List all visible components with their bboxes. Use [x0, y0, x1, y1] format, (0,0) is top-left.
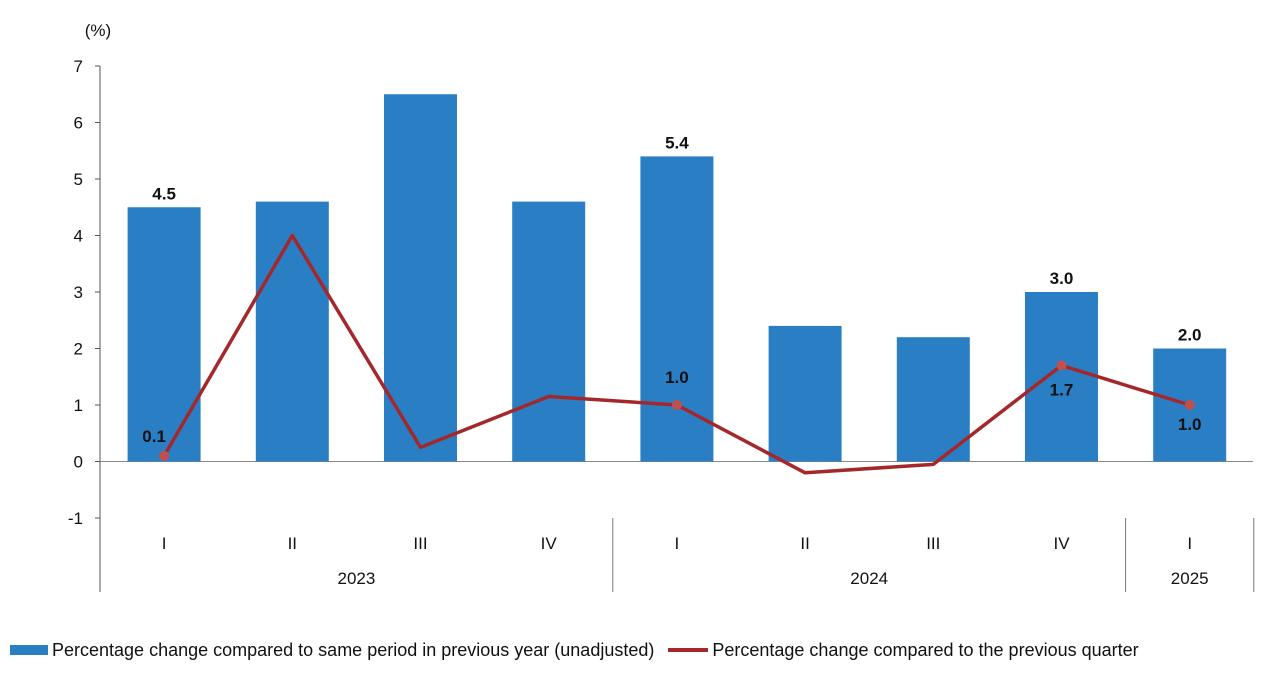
y-tick-label: 5 [74, 170, 83, 189]
legend-label-qoq: Percentage change compared to the previo… [712, 639, 1139, 660]
x-category-label: IV [541, 534, 558, 553]
x-category-label: IV [1053, 534, 1070, 553]
x-category-label: III [413, 534, 427, 553]
x-category-label: III [926, 534, 940, 553]
bar [127, 207, 201, 462]
bar-value-label: 4.5 [152, 184, 176, 203]
line-series [159, 233, 1195, 475]
y-tick-label: 4 [74, 227, 83, 246]
legend: Percentage change compared to same perio… [10, 638, 1278, 662]
line-value-label: 1.0 [1178, 415, 1202, 434]
bar [1025, 292, 1098, 462]
y-axis-unit-label: (%) [85, 21, 111, 40]
bar [640, 156, 714, 462]
x-category-label: II [288, 534, 297, 553]
y-tick-label: 0 [74, 453, 83, 472]
line-value-label: 1.7 [1050, 380, 1074, 399]
bar-series [127, 94, 1227, 462]
x-category-label: I [1187, 534, 1192, 553]
x-category-label: I [675, 534, 680, 553]
y-tick-label: 7 [74, 57, 83, 76]
bar [512, 201, 586, 462]
y-tick-label: 3 [74, 283, 83, 302]
y-tick-label: 1 [74, 396, 83, 415]
data-labels: 4.5 5.4 3.0 2.0 0.1 1.0 1.7 1.0 [142, 133, 1201, 445]
line-point [1056, 360, 1067, 371]
y-tick-label: 2 [74, 340, 83, 359]
legend-swatch-line [668, 648, 709, 652]
legend-item-qoq: Percentage change compared to the previo… [668, 639, 1139, 661]
bar-value-label: 2.0 [1178, 326, 1202, 345]
legend-swatch-bar [10, 645, 48, 655]
x-group-label: 2023 [337, 569, 375, 588]
line-point [159, 450, 170, 461]
x-category-label: II [800, 534, 809, 553]
line-point [671, 400, 682, 410]
legend-label-yoy: Percentage change compared to same perio… [52, 639, 655, 660]
x-group-label: 2024 [850, 569, 888, 588]
line-value-label: 0.1 [142, 427, 166, 446]
line-point [1184, 400, 1195, 410]
line-value-label: 1.0 [665, 368, 689, 387]
bar [768, 325, 842, 462]
y-tick-label: -1 [68, 509, 83, 528]
x-group-label: 2025 [1171, 569, 1209, 588]
bar [255, 201, 329, 462]
bar [896, 337, 970, 462]
bar [384, 94, 457, 462]
bar-value-label: 3.0 [1050, 269, 1074, 288]
bar-value-label: 5.4 [665, 133, 689, 152]
legend-item-yoy: Percentage change compared to same perio… [10, 640, 654, 661]
y-tick-label: 6 [74, 114, 83, 133]
x-category-label: I [162, 534, 167, 553]
